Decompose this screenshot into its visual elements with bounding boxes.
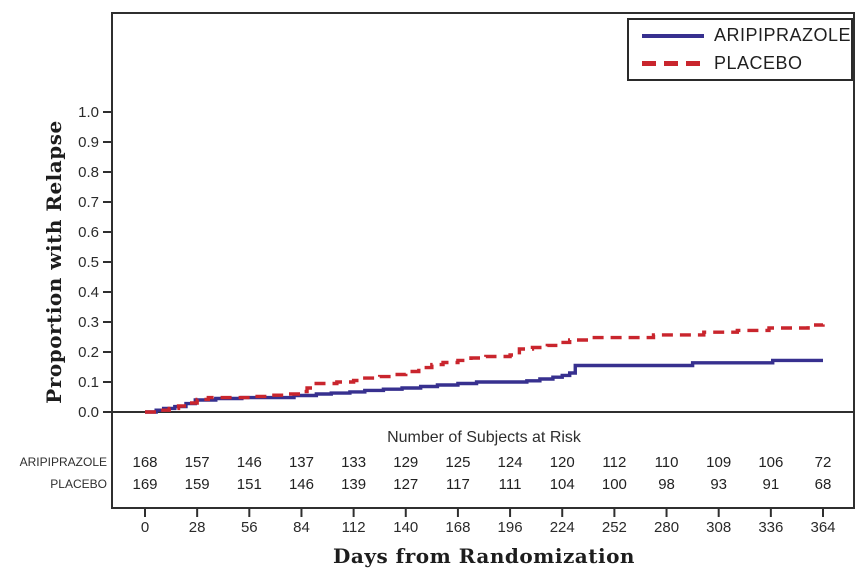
risk-count: 93	[710, 476, 727, 493]
x-tick-label: 84	[293, 519, 310, 536]
x-tick-label: 280	[654, 519, 679, 536]
y-tick-label: 0.2	[78, 344, 99, 361]
risk-count: 109	[706, 454, 731, 471]
risk-count: 168	[132, 454, 157, 471]
y-tick-label: 0.8	[78, 164, 99, 181]
aripiprazole-line-sample	[642, 33, 704, 38]
plot-frame	[111, 12, 855, 509]
risk-count: 157	[185, 454, 210, 471]
risk-count: 110	[655, 454, 679, 471]
y-tick-label: 0.6	[78, 224, 99, 241]
placebo-line-sample	[642, 61, 704, 66]
risk-count: 120	[550, 454, 575, 471]
risk-row-label-placebo: PLACEBO	[50, 477, 107, 491]
risk-count: 98	[658, 476, 675, 493]
x-tick-label: 56	[241, 519, 258, 536]
risk-count: 169	[132, 476, 157, 493]
y-axis-title: Proportion with Relapse	[42, 120, 66, 404]
y-tick-label: 0.3	[78, 314, 99, 331]
risk-count: 127	[393, 476, 418, 493]
risk-count: 100	[602, 476, 627, 493]
y-tick-label: 0.4	[78, 284, 99, 301]
risk-count: 146	[237, 454, 262, 471]
y-tick-label: 0.1	[78, 374, 99, 391]
y-tick-label: 0.7	[78, 194, 99, 211]
x-tick-label: 224	[550, 519, 575, 536]
legend-row-placebo: PLACEBO	[642, 53, 851, 74]
y-tick-label: 0.0	[78, 404, 99, 421]
risk-count: 112	[602, 454, 626, 471]
legend: ARIPIPRAZOLE PLACEBO	[627, 18, 853, 81]
risk-count: 124	[498, 454, 523, 471]
risk-count: 129	[393, 454, 418, 471]
aripiprazole-curve	[145, 358, 823, 414]
risk-count: 117	[446, 476, 470, 493]
x-tick-label: 0	[141, 519, 149, 536]
legend-label-placebo: PLACEBO	[714, 53, 803, 73]
risk-count: 72	[815, 454, 832, 471]
placebo-curve	[145, 323, 825, 414]
risk-count: 91	[763, 476, 780, 493]
y-tick-label: 0.9	[78, 134, 99, 151]
x-tick-label: 196	[498, 519, 523, 536]
risk-count: 68	[815, 476, 832, 493]
legend-label-aripiprazole: ARIPIPRAZOLE	[714, 25, 852, 45]
risk-count: 125	[445, 454, 470, 471]
x-tick-label: 308	[706, 519, 731, 536]
risk-count: 137	[289, 454, 314, 471]
legend-row-aripiprazole: ARIPIPRAZOLE	[642, 25, 851, 46]
risk-count: 106	[758, 454, 783, 471]
x-tick-label: 364	[810, 519, 835, 536]
x-axis-title: Days from Randomization	[333, 544, 635, 568]
x-tick-label: 140	[393, 519, 418, 536]
y-tick-label: 0.5	[78, 254, 99, 271]
x-tick-label: 112	[342, 519, 366, 536]
risk-count: 111	[499, 476, 522, 493]
risk-count: 159	[185, 476, 210, 493]
x-tick-label: 252	[602, 519, 627, 536]
risk-row-label-aripiprazole: ARIPIPRAZOLE	[19, 455, 107, 469]
risk-count: 151	[237, 476, 262, 493]
x-tick-label: 336	[758, 519, 783, 536]
risk-count: 133	[341, 454, 366, 471]
risk-table-title: Number of Subjects at Risk	[387, 429, 581, 446]
risk-count: 104	[550, 476, 575, 493]
risk-count: 146	[289, 476, 314, 493]
x-tick-label: 28	[189, 519, 206, 536]
y-tick-label: 1.0	[78, 104, 99, 121]
x-tick-label: 168	[445, 519, 470, 536]
risk-count: 139	[341, 476, 366, 493]
